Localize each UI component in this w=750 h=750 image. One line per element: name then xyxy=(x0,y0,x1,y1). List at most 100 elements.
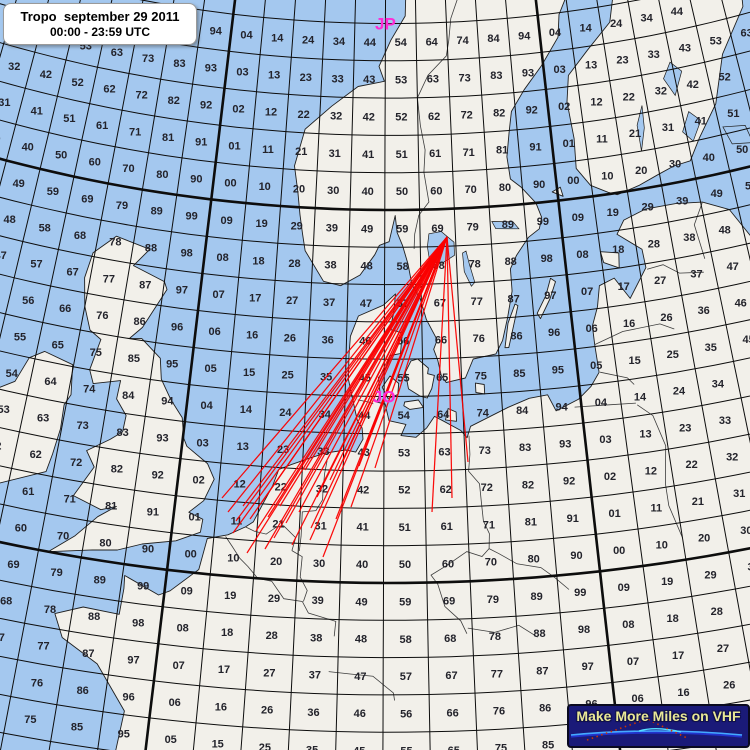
svg-text:22: 22 xyxy=(685,459,697,471)
map-title: Tropo september 29 2011 xyxy=(20,9,180,24)
svg-text:02: 02 xyxy=(558,101,570,113)
field-labels: JP JO xyxy=(373,14,396,406)
svg-text:63: 63 xyxy=(111,47,123,59)
svg-text:67: 67 xyxy=(66,266,78,278)
logo-tropo-path xyxy=(586,718,688,741)
svg-text:66: 66 xyxy=(59,303,71,315)
svg-text:70: 70 xyxy=(57,530,69,542)
svg-text:64: 64 xyxy=(437,409,450,421)
svg-text:26: 26 xyxy=(660,312,672,324)
svg-text:29: 29 xyxy=(641,202,653,214)
svg-text:74: 74 xyxy=(477,407,490,419)
svg-text:60: 60 xyxy=(15,522,27,534)
svg-text:63: 63 xyxy=(438,446,450,458)
svg-text:70: 70 xyxy=(485,556,497,568)
svg-text:65: 65 xyxy=(436,372,448,384)
grid-cell-labels: 30 31 32 33 47 48 49 40 41 42 43 52 53 54 55 56 57 58 59 50… xyxy=(0,4,750,750)
svg-text:JO: JO xyxy=(373,387,396,406)
svg-text:03: 03 xyxy=(599,434,611,446)
svg-text:04: 04 xyxy=(240,29,253,41)
svg-text:72: 72 xyxy=(461,110,473,122)
svg-text:36: 36 xyxy=(322,334,334,346)
svg-text:42: 42 xyxy=(687,79,699,91)
svg-text:37: 37 xyxy=(309,670,321,682)
svg-text:68: 68 xyxy=(74,230,86,242)
svg-text:14: 14 xyxy=(271,32,284,44)
svg-text:35: 35 xyxy=(306,744,318,750)
mmmonvhf-logo[interactable]: Make More Miles on VHF xyxy=(567,704,750,748)
svg-text:11: 11 xyxy=(596,133,608,145)
svg-text:44: 44 xyxy=(364,37,377,49)
svg-text:10: 10 xyxy=(656,539,668,551)
svg-text:25: 25 xyxy=(281,370,293,382)
svg-text:91: 91 xyxy=(147,506,159,518)
svg-text:31: 31 xyxy=(329,148,341,160)
svg-text:09: 09 xyxy=(181,586,193,598)
svg-text:50: 50 xyxy=(55,149,67,161)
svg-text:57: 57 xyxy=(30,259,42,271)
svg-text:39: 39 xyxy=(747,561,750,573)
svg-text:01: 01 xyxy=(608,508,620,520)
svg-text:67: 67 xyxy=(445,670,457,682)
svg-text:54: 54 xyxy=(395,37,408,49)
svg-text:17: 17 xyxy=(618,281,630,293)
svg-text:37: 37 xyxy=(323,297,335,309)
svg-text:21: 21 xyxy=(272,518,284,530)
svg-text:64: 64 xyxy=(44,376,57,388)
svg-text:49: 49 xyxy=(13,178,25,190)
svg-text:33: 33 xyxy=(331,73,343,85)
svg-text:48: 48 xyxy=(355,634,367,646)
svg-text:61: 61 xyxy=(441,521,453,533)
svg-text:03: 03 xyxy=(236,66,248,78)
svg-text:92: 92 xyxy=(563,476,575,488)
svg-text:09: 09 xyxy=(220,215,232,227)
svg-text:73: 73 xyxy=(142,53,154,65)
svg-text:18: 18 xyxy=(221,627,233,639)
svg-text:71: 71 xyxy=(64,494,76,506)
svg-text:95: 95 xyxy=(118,728,130,740)
svg-text:83: 83 xyxy=(490,70,502,82)
svg-text:52: 52 xyxy=(398,485,410,497)
svg-text:83: 83 xyxy=(519,442,531,454)
svg-text:58: 58 xyxy=(39,222,51,234)
svg-text:95: 95 xyxy=(166,359,178,371)
svg-text:14: 14 xyxy=(634,392,647,404)
svg-text:08: 08 xyxy=(216,252,228,264)
svg-text:02: 02 xyxy=(192,474,204,486)
svg-text:16: 16 xyxy=(215,701,227,713)
svg-text:05: 05 xyxy=(165,734,177,746)
logo-horizon-graphic xyxy=(570,718,743,741)
svg-text:38: 38 xyxy=(324,260,336,272)
svg-text:89: 89 xyxy=(530,591,542,603)
svg-text:04: 04 xyxy=(549,27,562,39)
svg-text:71: 71 xyxy=(129,126,141,138)
svg-text:63: 63 xyxy=(427,74,439,86)
svg-text:47: 47 xyxy=(0,250,7,262)
svg-text:60: 60 xyxy=(442,558,454,570)
svg-text:36: 36 xyxy=(307,707,319,719)
svg-text:23: 23 xyxy=(616,55,628,67)
svg-text:27: 27 xyxy=(654,275,666,287)
svg-text:35: 35 xyxy=(705,342,717,354)
svg-text:79: 79 xyxy=(467,221,479,233)
svg-text:90: 90 xyxy=(533,179,545,191)
svg-text:99: 99 xyxy=(537,216,549,228)
svg-text:46: 46 xyxy=(354,708,366,720)
svg-text:70: 70 xyxy=(465,184,477,196)
svg-text:61: 61 xyxy=(22,486,34,498)
svg-text:29: 29 xyxy=(291,221,303,233)
svg-text:48: 48 xyxy=(719,225,731,237)
svg-text:76: 76 xyxy=(493,705,505,717)
svg-text:78: 78 xyxy=(489,631,501,643)
svg-text:11: 11 xyxy=(650,502,662,514)
svg-text:72: 72 xyxy=(481,482,493,494)
svg-text:67: 67 xyxy=(0,632,5,644)
svg-text:62: 62 xyxy=(103,84,115,96)
svg-text:87: 87 xyxy=(507,293,519,305)
svg-text:39: 39 xyxy=(676,195,688,207)
svg-text:93: 93 xyxy=(205,63,217,75)
svg-text:24: 24 xyxy=(673,385,686,397)
svg-text:05: 05 xyxy=(590,360,602,372)
svg-text:52: 52 xyxy=(395,112,407,124)
